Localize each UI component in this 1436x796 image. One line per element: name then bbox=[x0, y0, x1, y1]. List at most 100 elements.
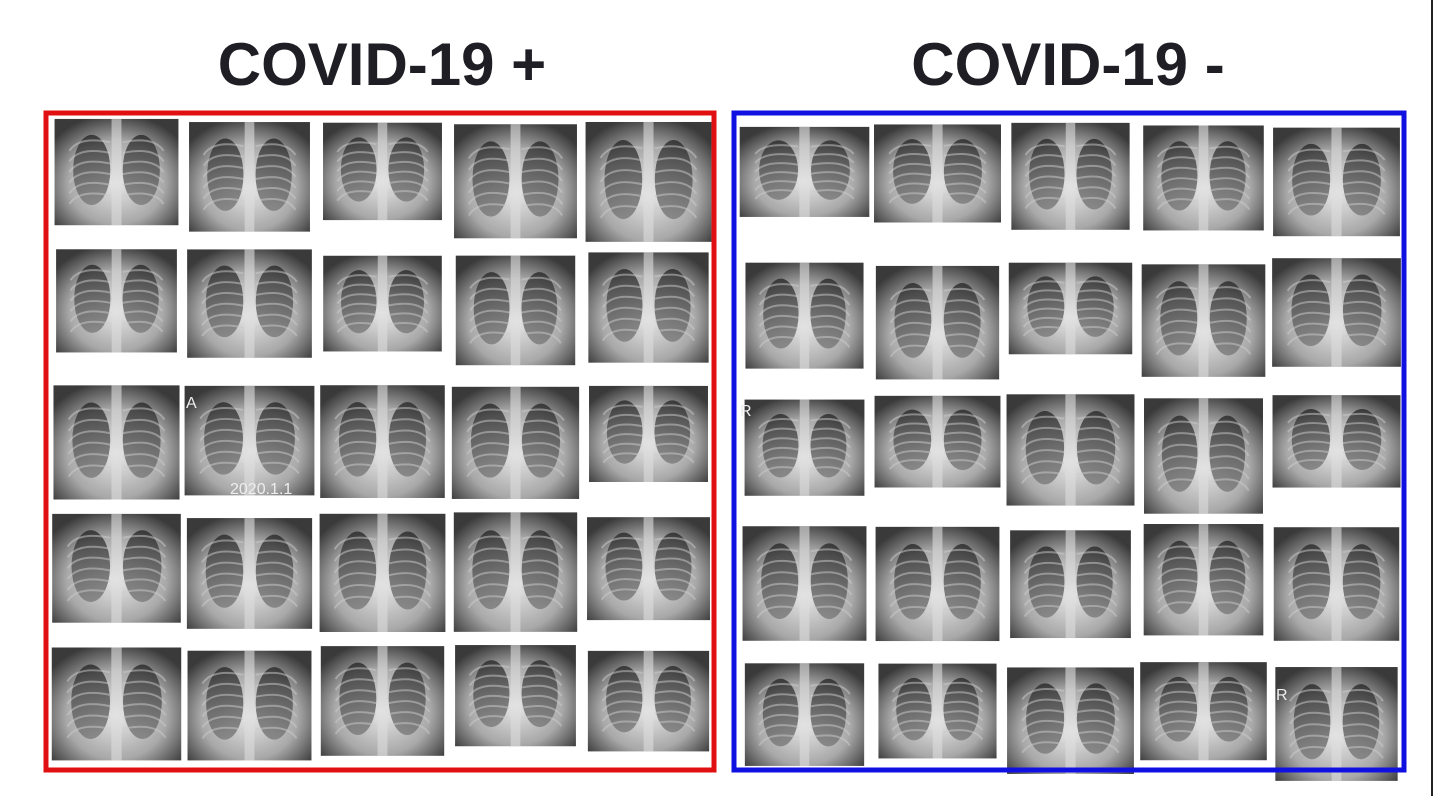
rib bbox=[654, 205, 698, 219]
rib bbox=[388, 722, 431, 735]
spine bbox=[111, 249, 122, 353]
rib bbox=[1209, 342, 1252, 355]
rib bbox=[889, 606, 932, 619]
rib bbox=[388, 711, 431, 724]
rib bbox=[888, 182, 932, 194]
rib bbox=[122, 418, 166, 432]
image-label: A bbox=[186, 395, 197, 412]
rib bbox=[1021, 698, 1065, 711]
rib bbox=[601, 720, 643, 732]
rib bbox=[122, 269, 164, 281]
rib bbox=[943, 560, 986, 574]
rib bbox=[600, 557, 643, 570]
spine bbox=[244, 122, 255, 232]
rib bbox=[66, 589, 111, 602]
rib bbox=[602, 423, 643, 435]
rib bbox=[1076, 289, 1119, 300]
xray-image bbox=[455, 645, 576, 747]
rib bbox=[1154, 700, 1198, 712]
rib bbox=[336, 151, 377, 163]
rib bbox=[388, 572, 432, 586]
spine bbox=[111, 385, 122, 500]
rib bbox=[521, 535, 564, 549]
rib bbox=[68, 192, 111, 205]
rib bbox=[255, 539, 298, 552]
rib bbox=[1289, 746, 1331, 759]
spine bbox=[643, 385, 654, 482]
rib bbox=[889, 299, 932, 312]
spine bbox=[1331, 667, 1342, 781]
rib bbox=[388, 283, 429, 295]
rib bbox=[943, 172, 987, 184]
rib bbox=[334, 418, 377, 431]
xray-image bbox=[184, 385, 315, 496]
rib bbox=[1286, 322, 1331, 335]
rib bbox=[1157, 578, 1198, 592]
xray-image bbox=[1273, 527, 1400, 641]
rib bbox=[199, 439, 244, 453]
xray-image bbox=[1008, 262, 1133, 355]
rib bbox=[654, 720, 696, 732]
rib bbox=[388, 463, 431, 477]
spine bbox=[1198, 662, 1209, 761]
panel-border bbox=[43, 110, 717, 773]
xray-image bbox=[56, 249, 177, 353]
rib bbox=[66, 556, 111, 569]
rib bbox=[336, 170, 377, 182]
rib bbox=[122, 578, 167, 591]
rib bbox=[1076, 583, 1118, 596]
rib bbox=[1289, 689, 1331, 702]
rib bbox=[255, 313, 298, 326]
rib bbox=[122, 714, 167, 728]
rib bbox=[599, 157, 643, 171]
rib bbox=[888, 422, 932, 434]
rib bbox=[521, 320, 562, 333]
rib bbox=[1286, 290, 1331, 303]
rib bbox=[1342, 459, 1386, 470]
rib bbox=[122, 567, 167, 580]
rib bbox=[201, 292, 244, 305]
rib bbox=[758, 713, 799, 726]
spine bbox=[1198, 524, 1209, 636]
rib bbox=[1209, 478, 1250, 492]
spine bbox=[932, 663, 943, 759]
rib bbox=[1076, 594, 1118, 607]
rib bbox=[1155, 297, 1198, 310]
rib bbox=[1209, 432, 1250, 446]
rib bbox=[1342, 711, 1384, 725]
spine bbox=[932, 395, 943, 488]
rib bbox=[122, 545, 167, 559]
rib bbox=[654, 169, 698, 183]
rib bbox=[1209, 730, 1253, 742]
rib bbox=[810, 466, 851, 478]
rib bbox=[1154, 720, 1198, 732]
rib bbox=[601, 680, 643, 692]
rib bbox=[255, 572, 298, 586]
rib bbox=[202, 176, 244, 189]
rib bbox=[66, 691, 111, 705]
rib bbox=[66, 725, 111, 739]
rib bbox=[943, 299, 986, 312]
rib bbox=[754, 162, 799, 173]
rib bbox=[1289, 711, 1331, 725]
rib bbox=[521, 442, 565, 455]
rib bbox=[201, 715, 244, 729]
rib bbox=[1021, 719, 1065, 732]
spine bbox=[932, 124, 943, 223]
rib bbox=[521, 583, 564, 597]
spine bbox=[377, 122, 388, 221]
xray-image bbox=[189, 122, 310, 232]
rib bbox=[336, 321, 377, 333]
rib bbox=[601, 306, 643, 320]
xray-image bbox=[186, 518, 313, 629]
rib bbox=[754, 180, 799, 191]
rib bbox=[255, 715, 298, 729]
rib bbox=[943, 594, 986, 608]
rib bbox=[810, 605, 853, 619]
spine bbox=[799, 126, 810, 217]
rib bbox=[654, 157, 698, 171]
rib bbox=[810, 713, 851, 726]
xray-image bbox=[585, 121, 712, 242]
rib bbox=[1021, 730, 1065, 743]
rib bbox=[69, 279, 111, 292]
